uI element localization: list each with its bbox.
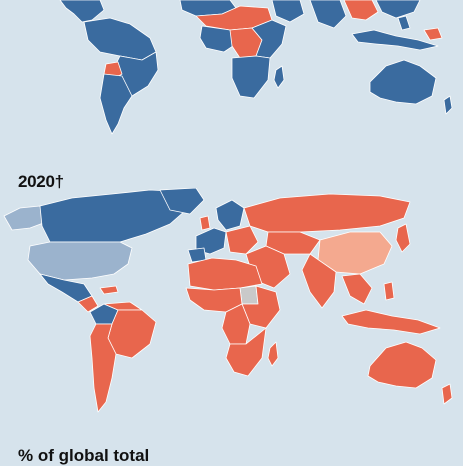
- region-indonesia-2020: [341, 309, 441, 335]
- region-caribbean: [99, 285, 119, 295]
- region-australia-2020: [367, 341, 437, 389]
- world-map-2020: [0, 188, 463, 416]
- region-se-asia-mainland: [343, 0, 379, 21]
- region-scandinavia: [215, 199, 245, 231]
- map-earlier-svg: [59, 0, 453, 135]
- region-new-zealand-2020: [441, 383, 453, 405]
- region-east-africa-2020: [241, 285, 281, 329]
- region-central-america: [77, 295, 99, 313]
- region-png: [423, 27, 443, 41]
- region-se-asia: [341, 273, 373, 305]
- region-new-zealand: [443, 95, 453, 115]
- region-sudan: [239, 285, 259, 305]
- world-map-earlier: [0, 0, 463, 140]
- region-philippines: [397, 15, 411, 31]
- legend-title: % of global total: [18, 446, 150, 465]
- region-south-america-south-2020: [89, 323, 117, 413]
- region-middle-east: [271, 0, 305, 23]
- region-philippines-2020: [383, 281, 395, 301]
- region-south-asia: [309, 0, 347, 29]
- region-india: [301, 253, 337, 309]
- region-southern-africa: [231, 55, 271, 99]
- region-russia: [243, 193, 411, 233]
- region-usa: [27, 241, 133, 281]
- region-madagascar: [273, 65, 285, 89]
- region-australia: [369, 59, 437, 105]
- year-label: 2020†: [18, 172, 64, 191]
- region-japan: [395, 223, 411, 253]
- region-southern-africa-2020: [225, 327, 267, 377]
- region-eastern-europe: [225, 225, 259, 255]
- region-south-america-south: [99, 73, 133, 135]
- region-china-edge: [375, 0, 421, 19]
- region-brazil-2020: [107, 309, 157, 359]
- region-indonesia: [351, 29, 439, 51]
- region-uk: [199, 215, 211, 231]
- region-south-america-north: [83, 17, 157, 61]
- region-east-africa: [251, 19, 287, 59]
- region-greenland: [159, 188, 205, 215]
- region-madagascar-2020: [267, 341, 279, 367]
- region-alaska: [3, 205, 47, 231]
- region-north-africa-2020: [187, 257, 263, 291]
- region-mexico-central-america: [59, 0, 105, 23]
- map-2020-svg: [3, 188, 453, 413]
